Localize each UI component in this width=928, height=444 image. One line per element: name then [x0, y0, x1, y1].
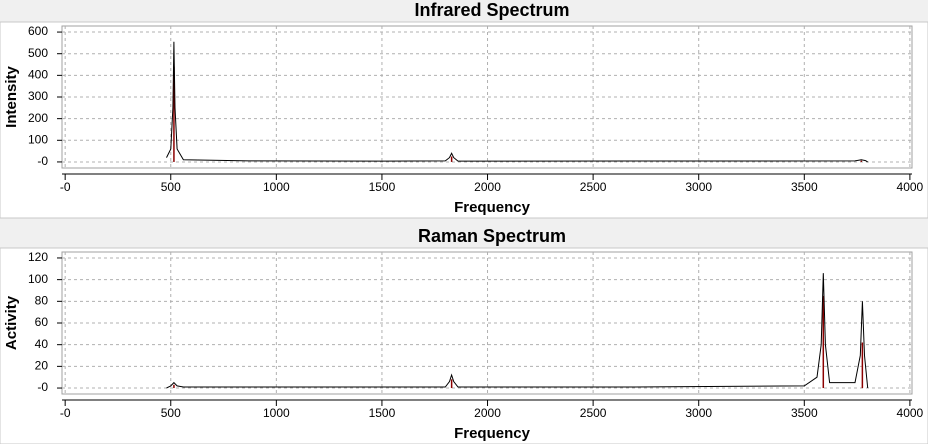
- chart-title: Raman Spectrum: [418, 226, 566, 246]
- x-tick-label: 1000: [263, 406, 290, 420]
- chart-title: Infrared Spectrum: [414, 0, 569, 20]
- x-tick-label: 3000: [685, 406, 712, 420]
- x-tick-label: 3500: [791, 180, 818, 194]
- y-tick-label: 100: [28, 132, 48, 146]
- y-tick-label: 500: [28, 46, 48, 60]
- x-tick-label: 2500: [580, 180, 607, 194]
- x-tick-label: 4000: [897, 406, 924, 420]
- x-tick-label: 1500: [369, 180, 396, 194]
- x-tick-label: 4000: [897, 180, 924, 194]
- x-tick-label: 1500: [369, 406, 396, 420]
- y-tick-label: 400: [28, 68, 48, 82]
- y-tick-label: 40: [35, 337, 49, 351]
- y-tick-label: 60: [35, 315, 49, 329]
- y-tick-label: 20: [35, 359, 49, 373]
- x-tick-label: 500: [161, 406, 181, 420]
- title-band: [0, 0, 928, 22]
- title-band: [0, 226, 928, 248]
- x-tick-label: 3500: [791, 406, 818, 420]
- y-tick-label: 600: [28, 24, 48, 38]
- x-tick-label: 3000: [685, 180, 712, 194]
- x-tick-label: 1000: [263, 180, 290, 194]
- y-tick-label: -0: [37, 380, 48, 394]
- y-tick-label: 120: [28, 250, 48, 264]
- x-tick-label: 2000: [474, 180, 501, 194]
- y-axis-label: Activity: [3, 295, 20, 350]
- y-tick-label: 200: [28, 111, 48, 125]
- spectrum-line: [166, 41, 868, 163]
- y-tick-label: -0: [37, 154, 48, 168]
- x-tick-label: -0: [60, 406, 71, 420]
- y-axis-label: Intensity: [3, 66, 20, 128]
- spectrum-line: [166, 273, 869, 389]
- x-tick-label: -0: [60, 180, 71, 194]
- x-tick-label: 500: [161, 180, 181, 194]
- y-tick-label: 300: [28, 89, 48, 103]
- x-tick-label: 2500: [580, 406, 607, 420]
- x-axis-label: Frequency: [454, 425, 531, 442]
- x-axis-label: Frequency: [454, 199, 531, 216]
- y-tick-label: 80: [35, 293, 49, 307]
- x-tick-label: 2000: [474, 406, 501, 420]
- y-tick-label: 100: [28, 272, 48, 286]
